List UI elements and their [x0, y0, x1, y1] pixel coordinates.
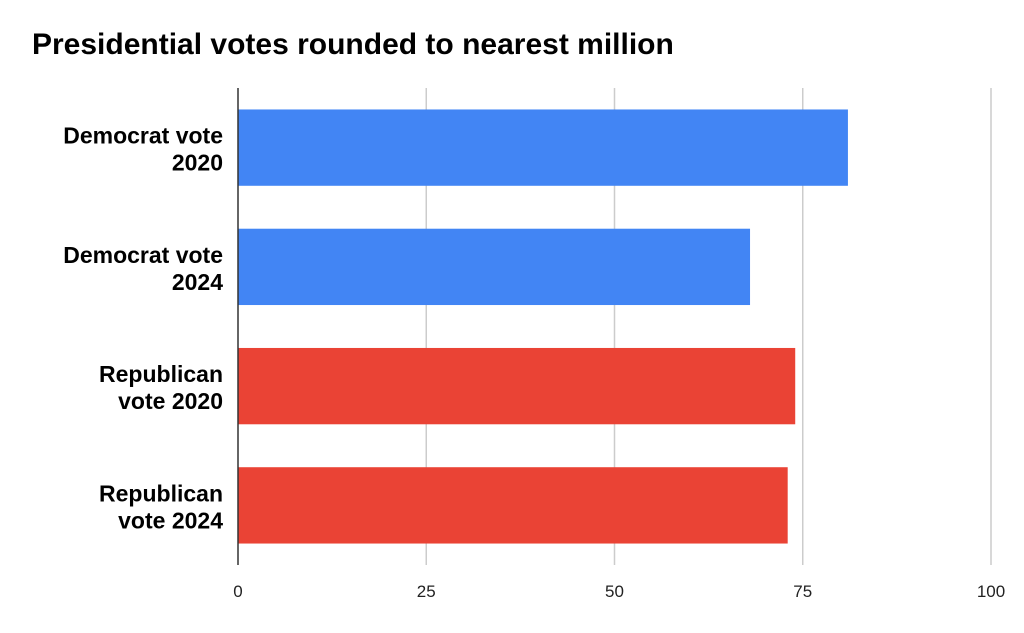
x-tick-label: 25 — [417, 582, 436, 601]
bar — [238, 228, 751, 306]
y-category-label: Republican — [99, 480, 223, 506]
y-category-label: Republican — [99, 361, 223, 387]
x-tick-label: 50 — [605, 582, 624, 601]
bar — [238, 109, 848, 186]
x-tick-label: 0 — [233, 582, 242, 601]
chart-title: Presidential votes rounded to nearest mi… — [32, 28, 674, 61]
y-category-label: 2024 — [172, 269, 223, 295]
y-category-label: 2020 — [172, 150, 223, 176]
x-tick-label: 75 — [793, 582, 812, 601]
bar — [238, 347, 796, 425]
y-category-label: Democrat vote — [63, 242, 223, 268]
bar — [238, 467, 788, 544]
y-category-label: vote 2024 — [118, 507, 223, 533]
y-category-label: vote 2020 — [118, 388, 223, 414]
x-tick-label: 100 — [977, 582, 1005, 601]
y-category-label: Democrat vote — [63, 123, 223, 149]
